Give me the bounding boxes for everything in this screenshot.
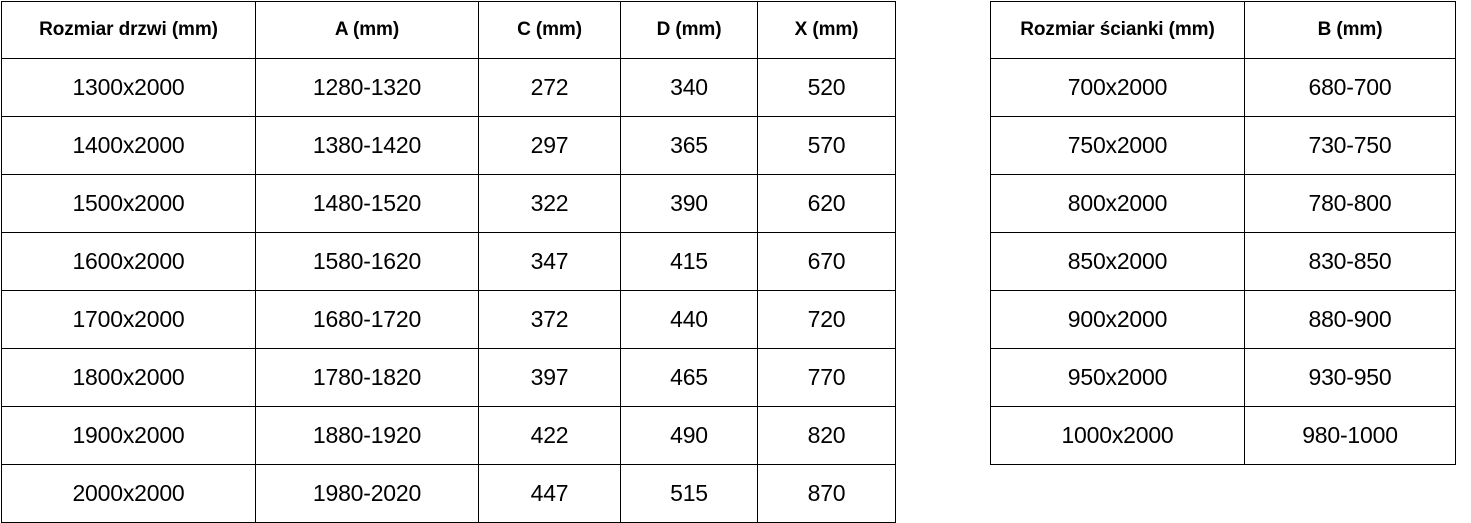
table-row: 900x2000 880-900 [990, 290, 1456, 349]
table-cell: 670 [757, 232, 896, 291]
table-cell: 730-750 [1244, 116, 1456, 175]
door-size-table: Rozmiar drzwi (mm) A (mm) C (mm) D (mm) … [1, 1, 896, 523]
table-cell: 2000x2000 [1, 464, 256, 523]
table-cell: 390 [620, 174, 758, 233]
table-cell: 1480-1520 [255, 174, 479, 233]
column-header-b: B (mm) [1244, 1, 1456, 59]
table-row: 1800x2000 1780-1820 397 465 770 [1, 348, 896, 407]
table-cell: 515 [620, 464, 758, 523]
table-row: 1500x2000 1480-1520 322 390 620 [1, 174, 896, 233]
table-cell: 620 [757, 174, 896, 233]
table-cell: 780-800 [1244, 174, 1456, 233]
table-cell: 1580-1620 [255, 232, 479, 291]
table-row: 1000x2000 980-1000 [990, 406, 1456, 465]
table-cell: 520 [757, 58, 896, 117]
table-row: 950x2000 930-950 [990, 348, 1456, 407]
table-cell: 880-900 [1244, 290, 1456, 349]
table-cell: 950x2000 [990, 348, 1245, 407]
table-cell: 340 [620, 58, 758, 117]
table-cell: 372 [478, 290, 621, 349]
table-row: 1300x2000 1280-1320 272 340 520 [1, 58, 896, 117]
column-header-x: X (mm) [757, 1, 896, 59]
table-cell: 1700x2000 [1, 290, 256, 349]
table-cell: 1500x2000 [1, 174, 256, 233]
table-row: 1600x2000 1580-1620 347 415 670 [1, 232, 896, 291]
table-cell: 1800x2000 [1, 348, 256, 407]
table-row: 700x2000 680-700 [990, 58, 1456, 117]
table-cell: 440 [620, 290, 758, 349]
table-cell: 900x2000 [990, 290, 1245, 349]
table-cell: 570 [757, 116, 896, 175]
table-row: 1700x2000 1680-1720 372 440 720 [1, 290, 896, 349]
table-cell: 272 [478, 58, 621, 117]
table-row: 800x2000 780-800 [990, 174, 1456, 233]
table-cell: 800x2000 [990, 174, 1245, 233]
table-cell: 1880-1920 [255, 406, 479, 465]
table-header-row: Rozmiar ścianki (mm) B (mm) [990, 1, 1456, 59]
table-cell: 422 [478, 406, 621, 465]
table-cell: 447 [478, 464, 621, 523]
table-cell: 1780-1820 [255, 348, 479, 407]
table-cell: 297 [478, 116, 621, 175]
table-cell: 1000x2000 [990, 406, 1245, 465]
wall-panel-size-table: Rozmiar ścianki (mm) B (mm) 700x2000 680-… [990, 1, 1456, 465]
table-cell: 830-850 [1244, 232, 1456, 291]
table-cell: 1980-2020 [255, 464, 479, 523]
table-row: 1900x2000 1880-1920 422 490 820 [1, 406, 896, 465]
table-cell: 397 [478, 348, 621, 407]
table-cell: 322 [478, 174, 621, 233]
table-cell: 1680-1720 [255, 290, 479, 349]
table-cell: 490 [620, 406, 758, 465]
column-header-a: A (mm) [255, 1, 479, 59]
table-cell: 930-950 [1244, 348, 1456, 407]
table-cell: 1600x2000 [1, 232, 256, 291]
table-cell: 1400x2000 [1, 116, 256, 175]
table-cell: 1900x2000 [1, 406, 256, 465]
column-header-wall-size: Rozmiar ścianki (mm) [990, 1, 1245, 59]
table-cell: 415 [620, 232, 758, 291]
table-row: 1400x2000 1380-1420 297 365 570 [1, 116, 896, 175]
table-cell: 750x2000 [990, 116, 1245, 175]
table-cell: 347 [478, 232, 621, 291]
table-cell: 980-1000 [1244, 406, 1456, 465]
table-cell: 465 [620, 348, 758, 407]
table-cell: 720 [757, 290, 896, 349]
table-cell: 700x2000 [990, 58, 1245, 117]
table-row: 750x2000 730-750 [990, 116, 1456, 175]
table-cell: 365 [620, 116, 758, 175]
table-cell: 850x2000 [990, 232, 1245, 291]
table-cell: 1280-1320 [255, 58, 479, 117]
table-header-row: Rozmiar drzwi (mm) A (mm) C (mm) D (mm) … [1, 1, 896, 59]
column-header-door-size: Rozmiar drzwi (mm) [1, 1, 256, 59]
table-row: 2000x2000 1980-2020 447 515 870 [1, 464, 896, 523]
column-header-c: C (mm) [478, 1, 621, 59]
table-cell: 1300x2000 [1, 58, 256, 117]
table-cell: 680-700 [1244, 58, 1456, 117]
table-cell: 870 [757, 464, 896, 523]
table-row: 850x2000 830-850 [990, 232, 1456, 291]
table-cell: 1380-1420 [255, 116, 479, 175]
table-cell: 820 [757, 406, 896, 465]
table-cell: 770 [757, 348, 896, 407]
column-header-d: D (mm) [620, 1, 758, 59]
